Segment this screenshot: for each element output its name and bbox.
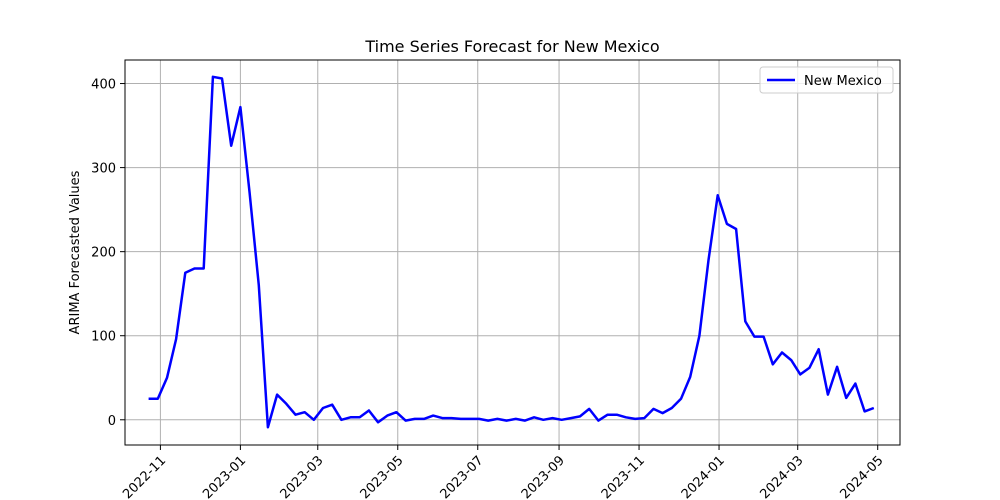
y-tick-label: 100 [91, 330, 116, 345]
x-tick-label: 2023-05 [358, 453, 407, 500]
x-tick-label: 2023-07 [438, 453, 487, 500]
series-layer [148, 75, 875, 429]
plot-frame [124, 59, 901, 446]
x-tick-label: 2024-05 [838, 453, 887, 500]
chart-title: Time Series Forecast for New Mexico [364, 37, 659, 56]
legend-entry-new-mexico: New Mexico [804, 74, 882, 89]
y-axis-label: ARIMA Forecasted Values [68, 170, 83, 334]
x-tick-label: 2023-09 [519, 453, 568, 500]
x-tick-label: 2023-03 [278, 453, 327, 500]
y-tick-label: 200 [91, 246, 116, 261]
y-tick-label: 300 [91, 162, 116, 177]
x-tick-label: 2022-11 [120, 453, 169, 500]
x-tick-label: 2024-01 [679, 453, 728, 500]
y-tick-label: 400 [91, 78, 116, 93]
series-line-new-mexico [148, 75, 875, 429]
grid [125, 60, 900, 445]
legend-box [759, 66, 894, 94]
x-tick-label: 2024-03 [758, 453, 807, 500]
legend: New Mexico [759, 66, 894, 94]
x-tick-label: 2023-11 [599, 453, 648, 500]
x-tick-label: 2023-01 [200, 453, 249, 500]
y-tick-label: 0 [108, 414, 116, 429]
